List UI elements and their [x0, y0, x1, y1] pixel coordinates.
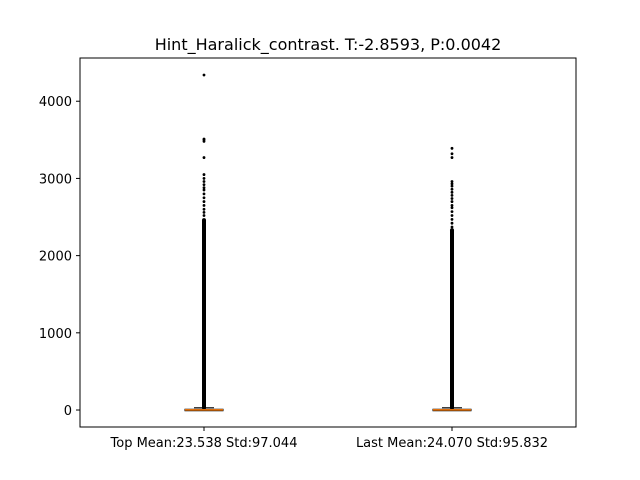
outlier-point: [202, 192, 206, 196]
outlier-point: [450, 206, 454, 210]
outlier-point: [202, 156, 206, 159]
outlier-point: [450, 190, 454, 194]
outlier-point: [450, 180, 454, 183]
outlier-point: [450, 146, 454, 150]
x-tick-label: Top Mean:23.538 Std:97.044: [110, 436, 298, 451]
x-tick-label: Last Mean:24.070 Std:95.832: [356, 436, 548, 451]
outlier-point: [202, 188, 206, 192]
outlier-point: [202, 186, 206, 190]
outlier-point: [450, 204, 454, 207]
box-group: [432, 146, 472, 412]
outlier-point: [450, 225, 454, 229]
outlier-point: [202, 214, 206, 217]
y-tick-label: 2000: [39, 250, 72, 265]
y-tick-label: 1000: [39, 327, 72, 342]
y-tick-label: 0: [64, 404, 72, 419]
outlier-point: [202, 173, 206, 176]
outlier-point: [450, 217, 454, 221]
plot-layer: [184, 73, 472, 412]
outlier-point: [450, 210, 454, 214]
outlier-point: [202, 204, 206, 207]
outlier-point: [450, 184, 454, 188]
box-group: [184, 73, 224, 412]
outlier-point: [202, 180, 206, 183]
outlier-point: [202, 73, 206, 77]
outlier-point: [450, 194, 454, 197]
outlier-point: [450, 200, 454, 203]
outlier-point: [450, 152, 454, 156]
outlier-point: [450, 182, 454, 186]
outlier-point: [450, 197, 454, 200]
outlier-point: [450, 187, 454, 191]
outlier-point: [202, 196, 206, 200]
y-tick-label: 3000: [39, 172, 72, 187]
outlier-point: [450, 214, 454, 217]
y-tick-label: 4000: [39, 95, 72, 110]
outlier-point: [202, 137, 206, 141]
outlier-point: [450, 221, 454, 225]
plot-frame: [79, 57, 577, 428]
outlier-point: [202, 210, 206, 214]
chart-title: Hint_Haralick_contrast. T:-2.8593, P:0.0…: [155, 35, 502, 55]
outlier-point: [202, 183, 206, 187]
outlier-point: [450, 156, 454, 159]
outlier-point: [202, 200, 206, 203]
outlier-point: [202, 177, 206, 180]
outlier-point: [202, 207, 206, 211]
